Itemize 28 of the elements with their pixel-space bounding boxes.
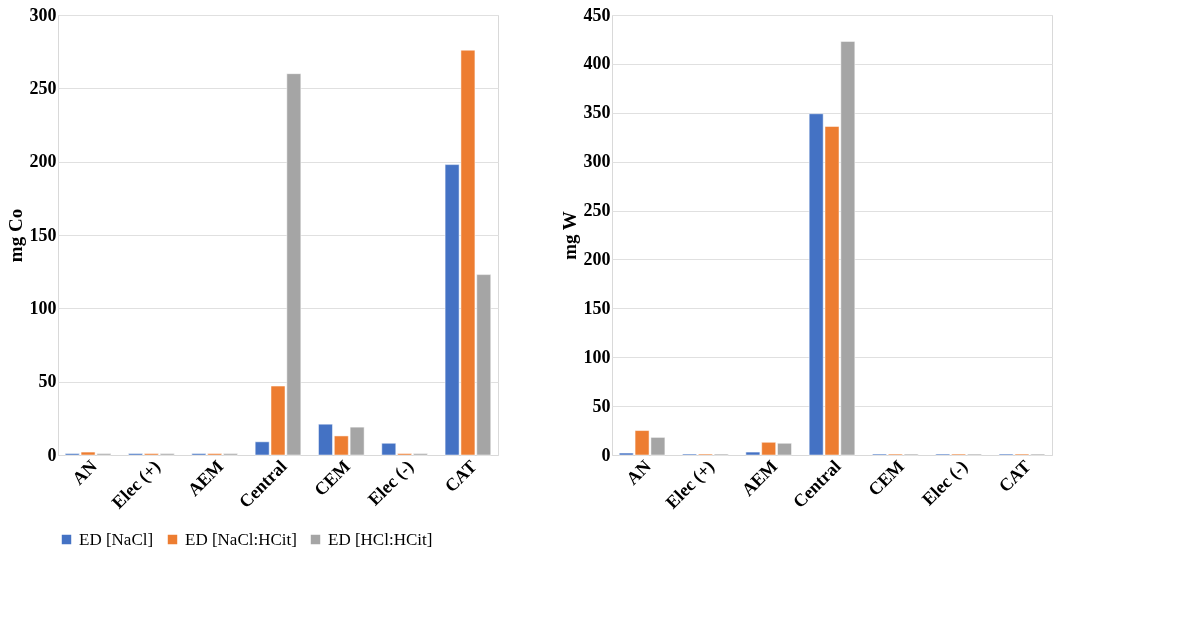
y-tick-label: 200	[29, 151, 57, 172]
y-tick-label: 0	[601, 444, 611, 465]
x-tick-label: Elec (-)	[917, 456, 973, 511]
y-tick-label: 50	[38, 371, 57, 392]
y-tick-label: 250	[583, 200, 611, 221]
y-tick-label: 250	[29, 77, 57, 98]
legend-label: ED [HCl:HCit]	[328, 529, 433, 549]
y-tick-label: 50	[592, 395, 611, 416]
y-tick-label: 150	[29, 224, 57, 245]
x-tick-label: Elec (+)	[661, 456, 719, 514]
y-axis-title: mg Co	[4, 208, 26, 263]
legend-label: ED [NaCl:HCit]	[185, 529, 297, 549]
y-tick-label: 300	[29, 4, 57, 25]
legend-label: ED [NaCl]	[79, 529, 154, 549]
x-tick-label: Elec (+)	[107, 456, 165, 514]
x-tick-label: AN	[68, 456, 101, 489]
y-tick-label: 0	[47, 444, 57, 465]
y-tick-label: 100	[29, 297, 57, 318]
y-tick-label: 200	[583, 248, 611, 269]
y-tick-label: 150	[583, 297, 611, 318]
x-tick-label: AN	[622, 456, 655, 489]
y-tick-label: 450	[583, 4, 611, 25]
y-tick-label: 100	[583, 346, 611, 367]
x-tick-label: Elec (-)	[363, 456, 419, 511]
y-tick-label: 400	[583, 53, 611, 74]
y-tick-label: 350	[583, 102, 611, 123]
y-axis-title: mg W	[558, 211, 580, 260]
y-tick-label: 300	[583, 151, 611, 172]
